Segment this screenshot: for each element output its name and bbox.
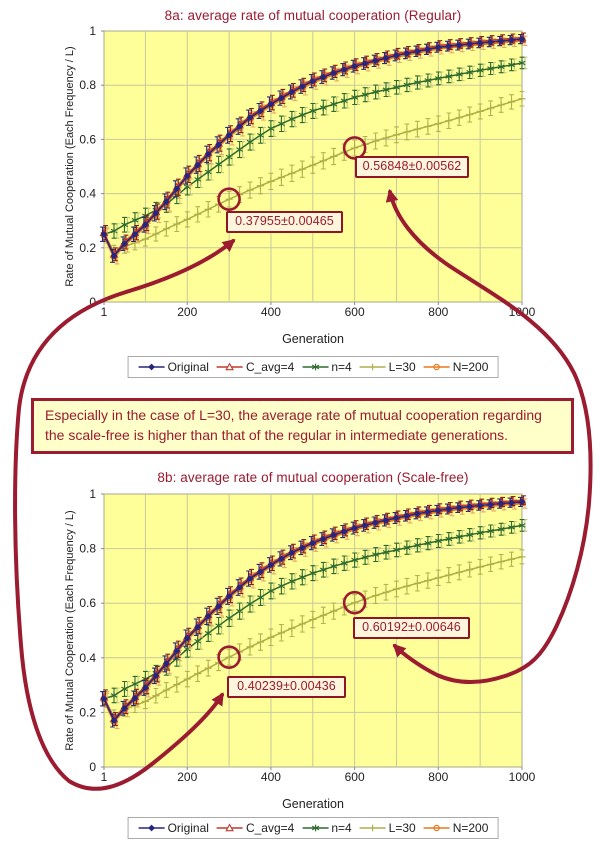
callout-circle [342,590,367,615]
annotation-circles [217,136,367,669]
legend-item-C_avg=4: C_avg=4 [216,360,294,374]
callout-circle [217,645,241,669]
callout-circle [342,136,367,160]
legend-label: n=4 [331,360,352,374]
note-box: Especially in the case of L=30, the aver… [31,398,574,454]
y-tick-label: 1 [89,24,96,38]
legend-item-N=200: N=200 [423,360,489,374]
chart-b-legend: Original C_avg=4 n=4 L=30 N=200 [127,817,499,839]
series-Original [100,496,526,728]
legend-label: L=30 [388,821,416,835]
legend-marker-plus-icon [359,363,386,371]
series-Original [100,34,526,263]
legend-label: C_avg=4 [245,821,295,835]
legend-item-N=200: N=200 [423,821,489,835]
x-tick-label: 1000 [509,770,536,784]
x-tick-label: 200 [177,770,197,784]
legend-label: Original [167,360,209,374]
legend-marker-triangle-icon [216,362,243,371]
legend-marker-plus-icon [359,824,386,832]
callout-regular-gen300: 0.37955±0.00465 [226,211,343,233]
y-tick-label: 1 [89,487,96,501]
y-tick-label: 0.6 [79,596,96,610]
y-tick-label: 0.2 [79,241,96,255]
connector-left-loop [13,238,236,791]
connector-right-loop [385,188,593,684]
legend-marker-circle-icon [423,363,450,371]
x-tick-label: 1 [101,770,108,784]
legend-item-L=30: L=30 [359,821,416,835]
y-tick-label: 0 [89,760,96,774]
legend-item-C_avg=4: C_avg=4 [216,821,294,835]
legend-item-n=4: n=4 [301,821,352,835]
y-tick-label: 0.8 [79,78,96,92]
x-tick-label: 400 [261,305,281,319]
legend-item-L=30: L=30 [359,360,416,374]
note-line1: Especially in the case of L=30, the aver… [45,407,542,423]
callout-scalefree-gen300: 0.40239±0.00436 [227,676,346,698]
chart-a-title: 8a: average rate of mutual cooperation (… [164,8,462,23]
x-tick-label: 800 [428,305,448,319]
series-markers [100,498,526,724]
x-tick-label: 200 [177,305,197,319]
legend-marker-diamond-icon [138,824,165,832]
y-axis-title: Rate of Mutual Cooperation (Each Frequen… [64,46,76,286]
legend-label: C_avg=4 [245,360,295,374]
callout-circle [217,187,241,211]
legend-label: N=200 [452,821,489,835]
x-tick-label: 400 [261,770,281,784]
legend-item-Original: Original [138,360,209,374]
legend-item-Original: Original [138,821,209,835]
x-tick-label: 600 [345,770,365,784]
y-tick-label: 0.2 [79,705,96,719]
legend-label: Original [167,821,209,835]
callout-regular-gen600: 0.56848±0.00562 [355,156,469,178]
x-tick-label: 600 [345,305,365,319]
chart-a-legend: Original C_avg=4 n=4 L=30 N=200 [127,356,499,378]
legend-marker-circle-icon [423,824,450,832]
callout-scalefree-gen600: 0.60192±0.00646 [353,617,470,639]
chart-a-plot: 1 200 400 600 800 100000.20.40.60.81Generatio… [64,24,536,346]
legend-label: L=30 [388,360,416,374]
y-tick-label: 0.4 [79,187,96,201]
legend-marker-star-icon [302,363,329,371]
legend-label: N=200 [452,360,489,374]
legend-label: n=4 [331,821,352,835]
y-tick-label: 0.4 [79,651,96,665]
y-tick-label: 0.8 [79,542,96,556]
y-tick-label: 0.6 [79,132,96,146]
series-markers [100,35,526,260]
legend-marker-diamond-icon [138,363,165,371]
x-axis-title: Generation [282,797,344,811]
y-axis-title: Rate of Mutual Cooperation (Each Frequen… [64,510,76,750]
chart-b-title: 8b: average rate of mutual cooperation (… [157,470,469,485]
note-line2: the scale-free is higher than that of th… [45,426,509,443]
x-tick-label: 800 [428,770,448,784]
legend-marker-star-icon [302,824,329,832]
legend-marker-triangle-icon [216,823,243,832]
x-axis-title: Generation [282,332,344,346]
chart-b-plot: 1 200 400 600 800 1000 0 0.2 0.4 0.6 0.8 1 Generatio… [64,487,536,811]
y-tick-label: 0 [89,295,96,309]
x-tick-label: 1 [101,305,108,319]
legend-item-n=4: n=4 [301,360,352,374]
